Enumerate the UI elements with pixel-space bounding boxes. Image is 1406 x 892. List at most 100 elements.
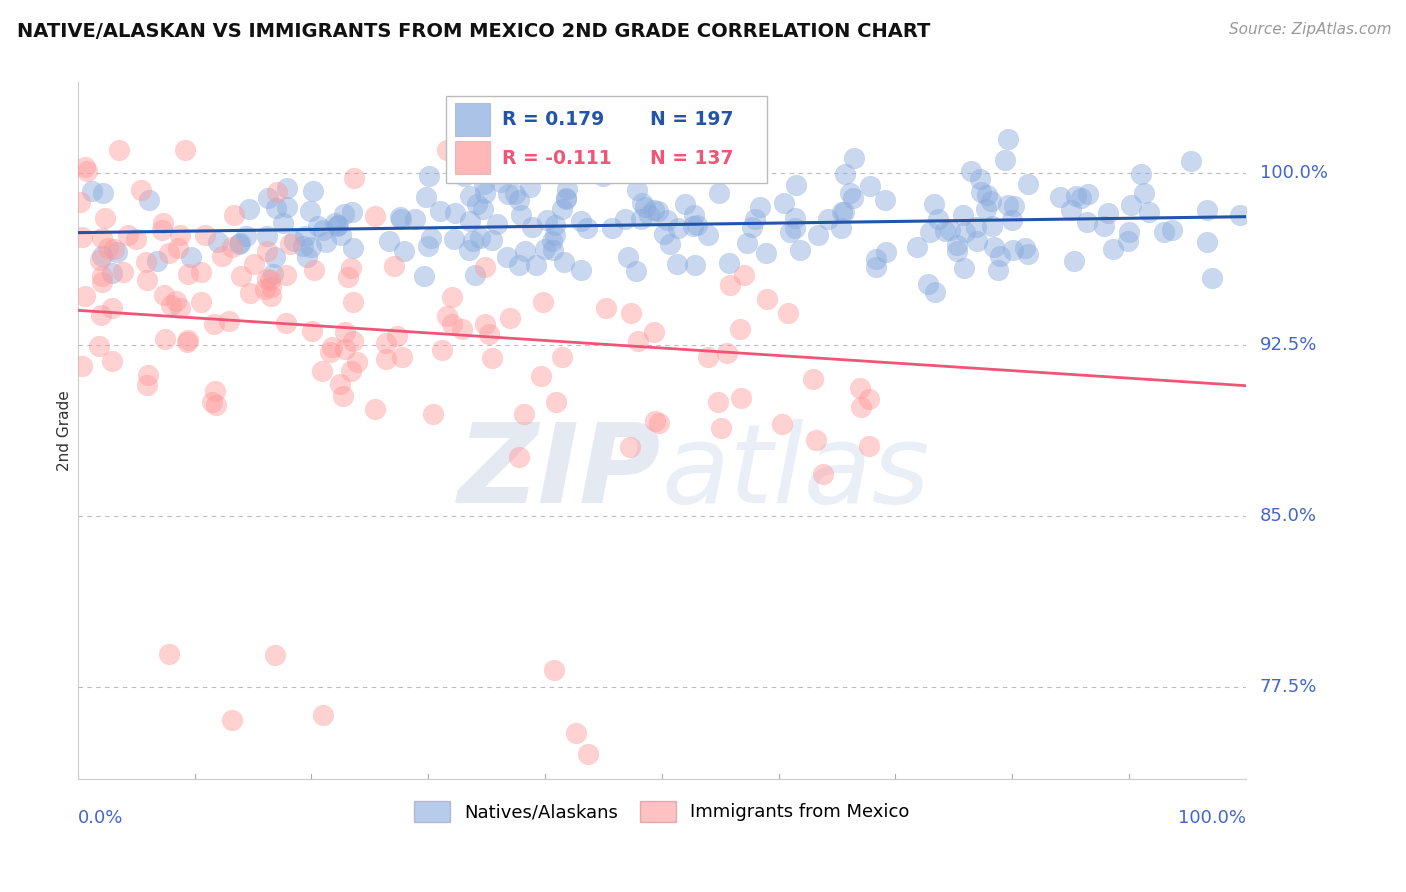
Point	[422, 407, 444, 421]
Point	[328, 218, 350, 232]
Point	[1049, 190, 1071, 204]
Point	[101, 354, 124, 368]
Point	[934, 224, 956, 238]
Point	[276, 268, 298, 283]
Point	[461, 234, 484, 248]
Point	[634, 200, 657, 214]
Point	[624, 264, 647, 278]
Point	[756, 292, 779, 306]
Point	[207, 235, 229, 249]
Point	[730, 391, 752, 405]
Point	[443, 232, 465, 246]
Point	[481, 351, 503, 366]
Point	[333, 342, 356, 356]
Point	[569, 214, 592, 228]
Point	[520, 220, 543, 235]
Point	[329, 377, 352, 392]
Point	[176, 335, 198, 350]
Point	[849, 381, 872, 395]
Point	[97, 241, 120, 255]
Text: 0.0%: 0.0%	[77, 809, 124, 827]
Point	[1097, 205, 1119, 219]
Point	[388, 210, 411, 224]
Point	[342, 334, 364, 348]
Point	[1137, 204, 1160, 219]
Point	[256, 229, 278, 244]
Point	[1201, 270, 1223, 285]
Point	[343, 170, 366, 185]
Point	[93, 211, 115, 225]
Point	[970, 185, 993, 199]
Point	[231, 268, 253, 283]
Point	[340, 364, 363, 378]
Point	[420, 231, 443, 245]
Point	[997, 198, 1019, 212]
Point	[508, 194, 530, 208]
Text: R = -0.111: R = -0.111	[502, 149, 612, 168]
Point	[858, 439, 880, 453]
Point	[519, 180, 541, 194]
Point	[974, 202, 997, 217]
Point	[180, 251, 202, 265]
Point	[785, 221, 807, 235]
Point	[1129, 167, 1152, 181]
Point	[682, 219, 704, 234]
Point	[177, 267, 200, 281]
Point	[1102, 243, 1125, 257]
Point	[600, 220, 623, 235]
Point	[80, 184, 103, 198]
Point	[830, 220, 852, 235]
Point	[342, 241, 364, 255]
Point	[276, 316, 298, 330]
Point	[988, 249, 1011, 263]
Point	[755, 246, 778, 260]
Point	[716, 345, 738, 359]
Point	[229, 235, 252, 250]
Point	[312, 707, 335, 722]
Point	[489, 175, 512, 189]
Point	[666, 257, 689, 271]
Point	[283, 234, 305, 248]
Point	[136, 273, 159, 287]
Point	[451, 322, 474, 336]
Point	[342, 205, 364, 219]
Point	[319, 345, 342, 359]
Point	[918, 225, 941, 239]
Point	[875, 244, 897, 259]
Point	[264, 201, 287, 215]
Point	[617, 158, 640, 172]
Point	[513, 244, 536, 258]
Point	[939, 223, 962, 237]
Point	[169, 227, 191, 242]
Point	[551, 202, 574, 217]
Point	[807, 228, 830, 243]
Point	[211, 249, 233, 263]
Point	[1017, 246, 1039, 260]
Point	[264, 648, 287, 662]
Point	[443, 206, 465, 220]
Point	[190, 264, 212, 278]
Point	[138, 193, 160, 207]
Point	[1121, 198, 1143, 212]
Point	[415, 189, 437, 203]
Point	[553, 255, 575, 269]
Text: ZIP: ZIP	[458, 418, 662, 525]
Point	[1229, 208, 1251, 222]
Text: NATIVE/ALASKAN VS IMMIGRANTS FROM MEXICO 2ND GRADE CORRELATION CHART: NATIVE/ALASKAN VS IMMIGRANTS FROM MEXICO…	[17, 22, 931, 41]
Point	[595, 301, 617, 315]
Point	[643, 325, 665, 339]
Point	[626, 334, 648, 348]
Point	[101, 266, 124, 280]
Text: 100.0%: 100.0%	[1178, 809, 1246, 827]
Point	[1116, 234, 1139, 248]
Point	[257, 191, 280, 205]
Point	[374, 352, 396, 367]
Point	[630, 195, 652, 210]
Point	[160, 298, 183, 312]
Point	[205, 399, 228, 413]
Point	[90, 231, 112, 245]
Point	[153, 288, 176, 302]
Point	[859, 178, 882, 193]
Text: 77.5%: 77.5%	[1260, 678, 1317, 697]
Point	[707, 186, 730, 201]
